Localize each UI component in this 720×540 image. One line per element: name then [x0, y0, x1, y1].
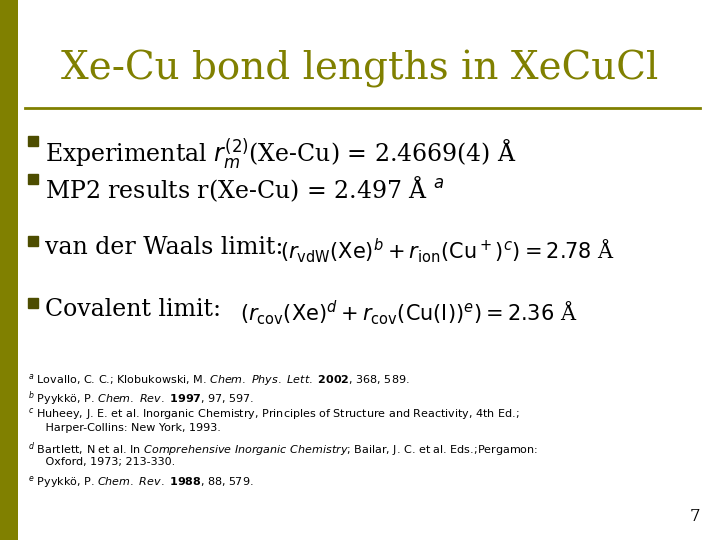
Text: Harper-Collins: New York, 1993.: Harper-Collins: New York, 1993.	[28, 423, 221, 433]
Bar	[28, 174, 38, 184]
Text: Xe-Cu bond lengths in XeCuCl: Xe-Cu bond lengths in XeCuCl	[61, 50, 659, 88]
Text: $(r_{\rm cov}({\rm Xe})^d + r_{\rm cov}({\rm Cu(I)})^e) = 2.36$ Å: $(r_{\rm cov}({\rm Xe})^d + r_{\rm cov}(…	[240, 298, 577, 327]
Text: Experimental $r_m^{(2)}$(Xe-Cu) = 2.4669(4) Å: Experimental $r_m^{(2)}$(Xe-Cu) = 2.4669…	[45, 136, 516, 172]
Text: $(r_{\rm vdW}({\rm Xe})^b + r_{\rm ion}({\rm Cu}^+)^c) = 2.78$ Å: $(r_{\rm vdW}({\rm Xe})^b + r_{\rm ion}(…	[280, 236, 614, 265]
Text: 7: 7	[689, 508, 700, 525]
Text: van der Waals limit:: van der Waals limit:	[45, 236, 284, 259]
Bar	[28, 136, 38, 146]
Bar	[28, 236, 38, 246]
Text: $^d$ Bartlett, N et al. In $\it{Comprehensive\ Inorganic\ Chemistry}$; Bailar, J: $^d$ Bartlett, N et al. In $\it{Comprehe…	[28, 440, 538, 458]
Text: $^e$ Pyykkö, P. $\it{Chem.\ Rev.}$ $\mathbf{1988}$, 88, 579.: $^e$ Pyykkö, P. $\it{Chem.\ Rev.}$ $\mat…	[28, 474, 253, 490]
Bar	[0, 0, 18, 540]
Text: $^b$ Pyykkö, P. $\it{Chem.\ Rev.}$ $\mathbf{1997}$, 97, 597.: $^b$ Pyykkö, P. $\it{Chem.\ Rev.}$ $\mat…	[28, 389, 253, 408]
Text: $^a$ Lovallo, C. C.; Klobukowski, M. $\it{Chem.\ Phys.\ Lett.}$ $\mathbf{2002}$,: $^a$ Lovallo, C. C.; Klobukowski, M. $\i…	[28, 372, 410, 388]
Text: Oxford, 1973; 213-330.: Oxford, 1973; 213-330.	[28, 457, 175, 467]
Text: $^c$ Huheey, J. E. et al. Inorganic Chemistry, Principles of Structure and React: $^c$ Huheey, J. E. et al. Inorganic Chem…	[28, 406, 520, 422]
Bar	[28, 298, 38, 308]
Text: Covalent limit:: Covalent limit:	[45, 298, 221, 321]
Text: MP2 results r(Xe-Cu) = 2.497 Å $^a$: MP2 results r(Xe-Cu) = 2.497 Å $^a$	[45, 174, 444, 204]
